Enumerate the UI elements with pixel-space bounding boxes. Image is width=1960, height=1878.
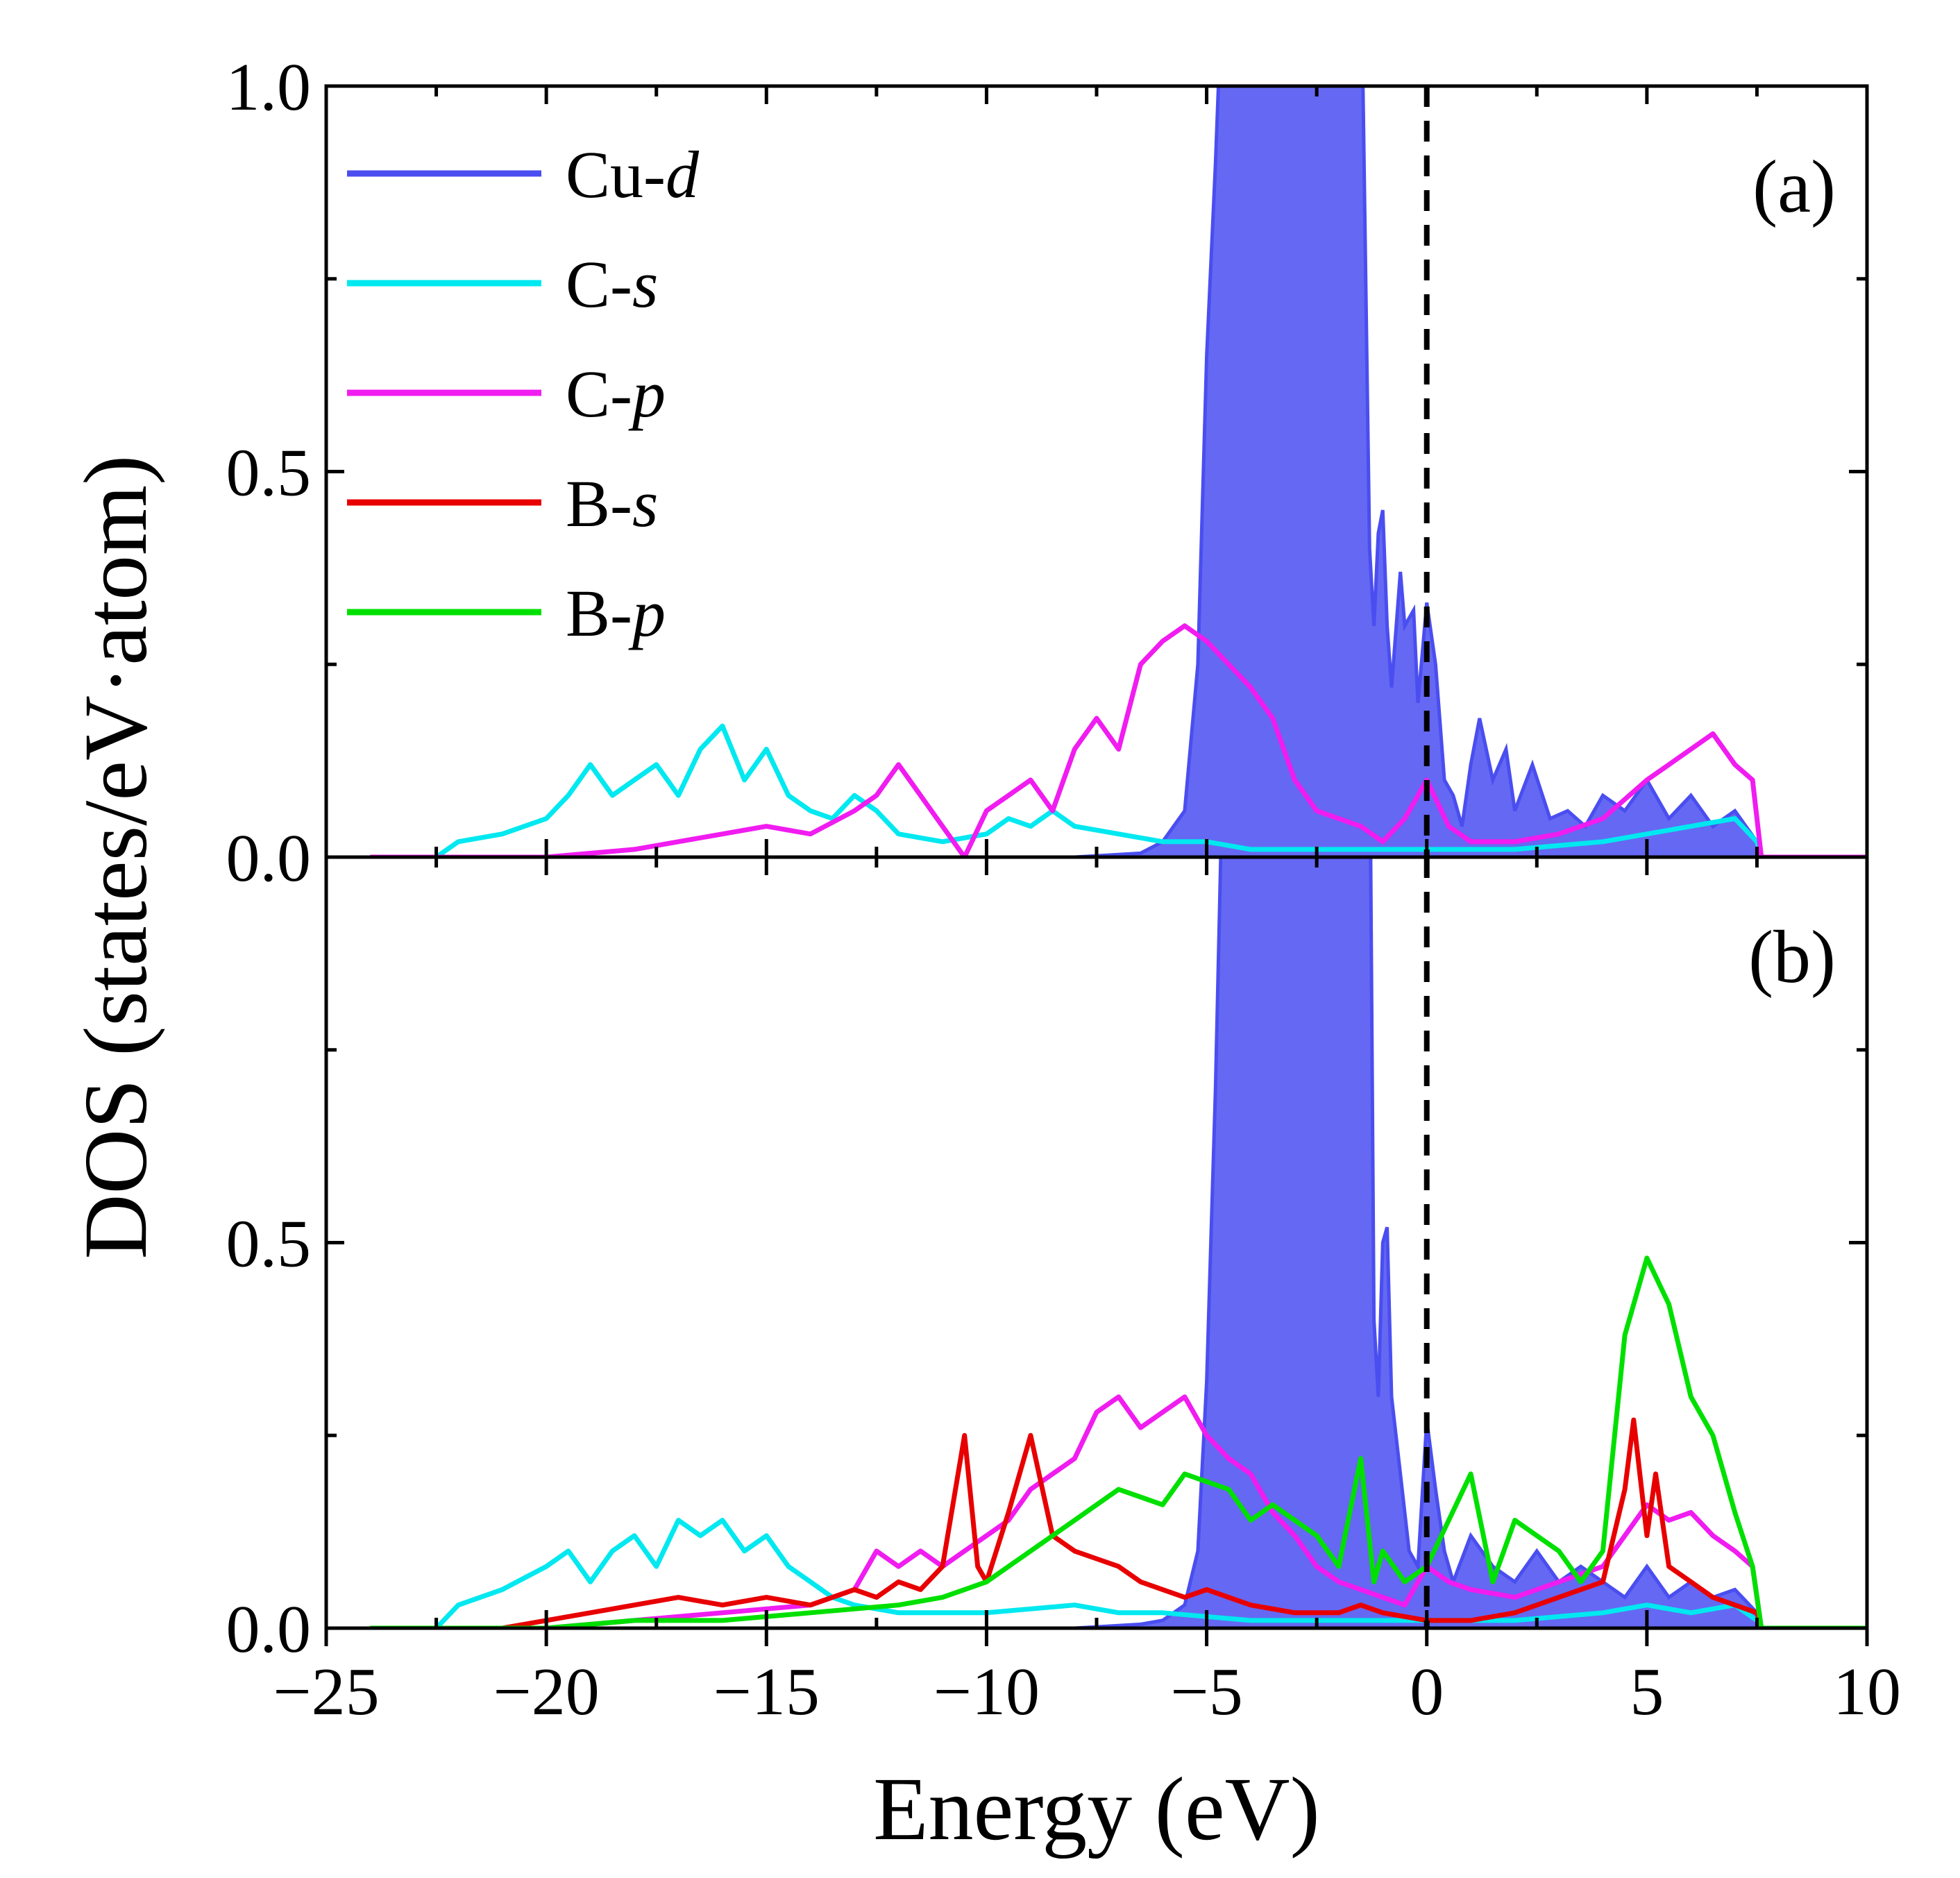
panel-a-y-tick-label: 0.5	[226, 436, 312, 511]
x-tick-label: −25	[273, 1655, 379, 1729]
y-axis-title: DOS (states/eV·atom)	[66, 455, 166, 1260]
legend-label-cp: C-p	[566, 357, 666, 431]
panel-a-frame	[324, 84, 1869, 859]
x-tick-label: −15	[713, 1655, 820, 1729]
x-axis-ticks: −25 −20 −15 −10 −5 0 5 10	[273, 86, 1901, 1729]
x-tick-label: −20	[493, 1655, 600, 1729]
panel-a-label: (a)	[1752, 146, 1836, 228]
x-tick-label: 5	[1630, 1655, 1664, 1729]
x-tick-label: −10	[933, 1655, 1040, 1729]
panel-b-label: (b)	[1748, 916, 1836, 999]
x-tick-label: −5	[1170, 1655, 1242, 1729]
legend-label-bs: B-s	[566, 466, 658, 541]
panel-a-series	[370, 86, 1867, 857]
panel-a-series-cp-line	[370, 623, 1867, 857]
panel-b-series-cud-area	[370, 857, 1867, 1628]
panel-b-frame	[324, 855, 1869, 1630]
x-tick-label: 10	[1833, 1655, 1901, 1729]
panel-a-y-ticks: 0.0 0.5 1.0	[226, 50, 1867, 896]
panel-b: 0.0 0.5 (b)	[226, 855, 1869, 1667]
panel-b-series-bp-line	[370, 1255, 1867, 1628]
panel-a-y-tick-label: 1.0	[226, 50, 312, 125]
x-axis-title: Energy (eV)	[873, 1759, 1320, 1859]
panel-b-series-cp-line	[370, 1394, 1867, 1628]
x-tick-label: 0	[1410, 1655, 1444, 1729]
panel-b-y-tick-label: 0.5	[226, 1207, 312, 1282]
panel-b-series-bs-line	[370, 1417, 1867, 1628]
legend: Cu-d C-s C-p B-s B-p	[347, 137, 700, 650]
panel-a-series-cs-line	[370, 723, 1867, 857]
legend-label-cs: C-s	[566, 247, 658, 321]
legend-label-bp: B-p	[566, 576, 666, 650]
panel-b-y-ticks: 0.0 0.5	[226, 855, 1867, 1667]
panel-a: 0.0 0.5 1.0 (a)	[226, 50, 1869, 896]
panel-b-series	[370, 857, 1867, 1628]
legend-label-cud: Cu-d	[566, 137, 700, 212]
panel-a-series-cud-area	[370, 86, 1867, 857]
panel-a-y-tick-label: 0.0	[226, 821, 312, 896]
panel-b-y-tick-label: 0.0	[226, 1592, 312, 1667]
